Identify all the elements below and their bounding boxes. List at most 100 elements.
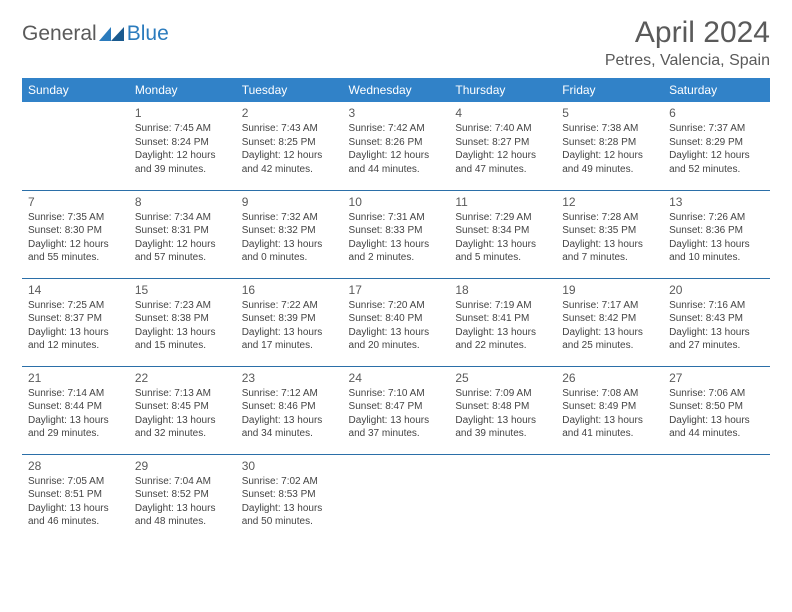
- day-number: 29: [135, 459, 230, 473]
- day-number: 28: [28, 459, 123, 473]
- calendar-cell: [663, 454, 770, 542]
- sunrise-line: Sunrise: 7:28 AM: [562, 211, 657, 225]
- calendar-cell: 3Sunrise: 7:42 AMSunset: 8:26 PMDaylight…: [343, 102, 450, 190]
- sunrise-line: Sunrise: 7:42 AM: [349, 122, 444, 136]
- daylight-line: Daylight: 13 hours and 10 minutes.: [669, 238, 764, 265]
- day-info: Sunrise: 7:40 AMSunset: 8:27 PMDaylight:…: [455, 122, 550, 176]
- logo-text-blue: Blue: [127, 22, 169, 46]
- day-number: 17: [349, 283, 444, 297]
- daylight-line: Daylight: 12 hours and 44 minutes.: [349, 149, 444, 176]
- sunrise-line: Sunrise: 7:06 AM: [669, 387, 764, 401]
- calendar-row: 14Sunrise: 7:25 AMSunset: 8:37 PMDayligh…: [22, 278, 770, 366]
- title-block: April 2024 Petres, Valencia, Spain: [605, 16, 770, 70]
- calendar-cell: 27Sunrise: 7:06 AMSunset: 8:50 PMDayligh…: [663, 366, 770, 454]
- sunset-line: Sunset: 8:49 PM: [562, 400, 657, 414]
- calendar-cell: 11Sunrise: 7:29 AMSunset: 8:34 PMDayligh…: [449, 190, 556, 278]
- day-number: 22: [135, 371, 230, 385]
- sunrise-line: Sunrise: 7:08 AM: [562, 387, 657, 401]
- daylight-line: Daylight: 13 hours and 5 minutes.: [455, 238, 550, 265]
- sunset-line: Sunset: 8:31 PM: [135, 224, 230, 238]
- sunrise-line: Sunrise: 7:05 AM: [28, 475, 123, 489]
- calendar-cell: [343, 454, 450, 542]
- sunset-line: Sunset: 8:35 PM: [562, 224, 657, 238]
- daylight-line: Daylight: 13 hours and 48 minutes.: [135, 502, 230, 529]
- calendar-cell: 17Sunrise: 7:20 AMSunset: 8:40 PMDayligh…: [343, 278, 450, 366]
- day-number: 18: [455, 283, 550, 297]
- sunset-line: Sunset: 8:27 PM: [455, 136, 550, 150]
- daylight-line: Daylight: 13 hours and 2 minutes.: [349, 238, 444, 265]
- day-number: 24: [349, 371, 444, 385]
- sunset-line: Sunset: 8:46 PM: [242, 400, 337, 414]
- daylight-line: Daylight: 13 hours and 25 minutes.: [562, 326, 657, 353]
- sunset-line: Sunset: 8:43 PM: [669, 312, 764, 326]
- weekday-header: Friday: [556, 78, 663, 102]
- day-info: Sunrise: 7:45 AMSunset: 8:24 PMDaylight:…: [135, 122, 230, 176]
- sunset-line: Sunset: 8:45 PM: [135, 400, 230, 414]
- calendar-row: 1Sunrise: 7:45 AMSunset: 8:24 PMDaylight…: [22, 102, 770, 190]
- day-info: Sunrise: 7:35 AMSunset: 8:30 PMDaylight:…: [28, 211, 123, 265]
- calendar-cell: 24Sunrise: 7:10 AMSunset: 8:47 PMDayligh…: [343, 366, 450, 454]
- daylight-line: Daylight: 13 hours and 44 minutes.: [669, 414, 764, 441]
- daylight-line: Daylight: 13 hours and 50 minutes.: [242, 502, 337, 529]
- day-info: Sunrise: 7:12 AMSunset: 8:46 PMDaylight:…: [242, 387, 337, 441]
- logo-text-general: General: [22, 22, 97, 46]
- sunset-line: Sunset: 8:39 PM: [242, 312, 337, 326]
- calendar-cell: 26Sunrise: 7:08 AMSunset: 8:49 PMDayligh…: [556, 366, 663, 454]
- sunset-line: Sunset: 8:34 PM: [455, 224, 550, 238]
- sunrise-line: Sunrise: 7:17 AM: [562, 299, 657, 313]
- sunrise-line: Sunrise: 7:12 AM: [242, 387, 337, 401]
- sunset-line: Sunset: 8:44 PM: [28, 400, 123, 414]
- daylight-line: Daylight: 12 hours and 42 minutes.: [242, 149, 337, 176]
- sunset-line: Sunset: 8:33 PM: [349, 224, 444, 238]
- day-info: Sunrise: 7:05 AMSunset: 8:51 PMDaylight:…: [28, 475, 123, 529]
- day-number: 5: [562, 106, 657, 120]
- weekday-header: Monday: [129, 78, 236, 102]
- day-number: 19: [562, 283, 657, 297]
- day-info: Sunrise: 7:02 AMSunset: 8:53 PMDaylight:…: [242, 475, 337, 529]
- calendar-cell: 6Sunrise: 7:37 AMSunset: 8:29 PMDaylight…: [663, 102, 770, 190]
- daylight-line: Daylight: 13 hours and 17 minutes.: [242, 326, 337, 353]
- month-title: April 2024: [605, 16, 770, 50]
- sunrise-line: Sunrise: 7:32 AM: [242, 211, 337, 225]
- weekday-header: Saturday: [663, 78, 770, 102]
- weekday-header: Wednesday: [343, 78, 450, 102]
- sunset-line: Sunset: 8:30 PM: [28, 224, 123, 238]
- sunrise-line: Sunrise: 7:34 AM: [135, 211, 230, 225]
- calendar-cell: 7 Sunrise: 7:35 AMSunset: 8:30 PMDaylight…: [22, 190, 129, 278]
- daylight-line: Daylight: 12 hours and 47 minutes.: [455, 149, 550, 176]
- sunset-line: Sunset: 8:32 PM: [242, 224, 337, 238]
- sunrise-line: Sunrise: 7:13 AM: [135, 387, 230, 401]
- calendar-cell: 19Sunrise: 7:17 AMSunset: 8:42 PMDayligh…: [556, 278, 663, 366]
- sunrise-line: Sunrise: 7:26 AM: [669, 211, 764, 225]
- sunset-line: Sunset: 8:25 PM: [242, 136, 337, 150]
- calendar-cell: 13Sunrise: 7:26 AMSunset: 8:36 PMDayligh…: [663, 190, 770, 278]
- day-info: Sunrise: 7:31 AMSunset: 8:33 PMDaylight:…: [349, 211, 444, 265]
- sunrise-line: Sunrise: 7:23 AM: [135, 299, 230, 313]
- sunrise-line: Sunrise: 7:25 AM: [28, 299, 123, 313]
- day-info: Sunrise: 7:16 AMSunset: 8:43 PMDaylight:…: [669, 299, 764, 353]
- calendar-cell: 16 Sunrise: 7:22 AMSunset: 8:39 PMDayligh…: [236, 278, 343, 366]
- calendar-cell: 12Sunrise: 7:28 AMSunset: 8:35 PMDayligh…: [556, 190, 663, 278]
- day-info: Sunrise: 7:22 AMSunset: 8:39 PMDaylight:…: [242, 299, 337, 353]
- daylight-line: Daylight: 13 hours and 32 minutes.: [135, 414, 230, 441]
- day-number: 7: [28, 195, 123, 209]
- sunrise-line: Sunrise: 7:14 AM: [28, 387, 123, 401]
- sunset-line: Sunset: 8:40 PM: [349, 312, 444, 326]
- sunrise-line: Sunrise: 7:02 AM: [242, 475, 337, 489]
- sunrise-line: Sunrise: 7:31 AM: [349, 211, 444, 225]
- day-number: 15: [135, 283, 230, 297]
- day-info: Sunrise: 7:37 AMSunset: 8:29 PMDaylight:…: [669, 122, 764, 176]
- daylight-line: Daylight: 13 hours and 0 minutes.: [242, 238, 337, 265]
- calendar-cell: 5Sunrise: 7:38 AMSunset: 8:28 PMDaylight…: [556, 102, 663, 190]
- sunset-line: Sunset: 8:24 PM: [135, 136, 230, 150]
- calendar-cell: 30Sunrise: 7:02 AMSunset: 8:53 PMDayligh…: [236, 454, 343, 542]
- day-number: 16: [242, 283, 337, 297]
- sunset-line: Sunset: 8:29 PM: [669, 136, 764, 150]
- day-number: 2: [242, 106, 337, 120]
- sunrise-line: Sunrise: 7:43 AM: [242, 122, 337, 136]
- weekday-header-row: Sunday Monday Tuesday Wednesday Thursday…: [22, 78, 770, 102]
- sunrise-line: Sunrise: 7:19 AM: [455, 299, 550, 313]
- daylight-line: Daylight: 12 hours and 49 minutes.: [562, 149, 657, 176]
- daylight-line: Daylight: 13 hours and 15 minutes.: [135, 326, 230, 353]
- sunset-line: Sunset: 8:53 PM: [242, 488, 337, 502]
